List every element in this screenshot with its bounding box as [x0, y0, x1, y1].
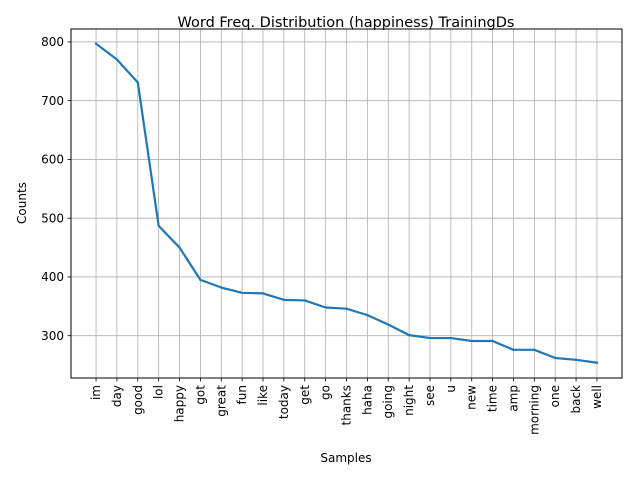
x-tick-label: one: [548, 385, 562, 407]
data-point: [554, 356, 557, 360]
x-tick-label: great: [214, 385, 228, 417]
x-tick-label: good: [131, 385, 145, 415]
x-tick-label: amp: [506, 385, 520, 412]
data-point: [220, 286, 223, 289]
data-point: [157, 224, 160, 227]
data-point: [303, 299, 306, 302]
data-point: [595, 361, 599, 364]
y-tick-label: 400: [41, 270, 64, 284]
x-tick-label: day: [110, 385, 124, 407]
x-tick-label: lol: [152, 385, 166, 399]
y-tick-label: 300: [41, 329, 64, 343]
data-point: [449, 336, 452, 340]
x-tick-label: like: [256, 385, 270, 406]
data-point: [94, 42, 98, 45]
data-point: [470, 339, 473, 343]
data-point: [136, 81, 139, 84]
axis-ticks: im day good lol happy got great fun like today get…: [41, 35, 604, 435]
data-point: [199, 278, 202, 281]
x-tick-label: got: [193, 385, 207, 405]
data-point: [533, 348, 536, 351]
data-point: [261, 292, 265, 295]
data-point: [324, 306, 327, 309]
data-point: [366, 314, 369, 317]
x-tick-label: happy: [173, 385, 187, 422]
data-point: [408, 334, 411, 337]
x-tick-label: well: [590, 385, 604, 409]
x-tick-label: haha: [360, 385, 374, 415]
x-tick-label: today: [277, 385, 291, 419]
data-point: [574, 358, 578, 361]
x-axis-label: Samples: [320, 451, 371, 465]
y-tick-label: 800: [41, 35, 64, 49]
data-point: [345, 307, 348, 310]
x-tick-label: night: [402, 385, 416, 416]
data-point: [387, 323, 390, 326]
data-point: [178, 246, 181, 249]
x-tick-label: going: [381, 385, 395, 419]
data-point: [512, 348, 515, 351]
y-tick-label: 500: [41, 211, 64, 225]
data-point: [241, 291, 244, 294]
x-tick-label: back: [569, 385, 583, 414]
chart-title: Word Freq. Distribution (happiness) Trai…: [178, 15, 515, 31]
series-layer: [94, 42, 599, 364]
y-tick-label: 600: [41, 153, 64, 167]
y-tick-label: 700: [41, 94, 64, 108]
data-point: [115, 58, 119, 61]
x-tick-label: see: [423, 385, 437, 406]
x-tick-label: get: [298, 385, 312, 405]
x-tick-label: im: [89, 385, 103, 400]
data-point: [491, 339, 494, 343]
x-tick-label: u: [444, 385, 458, 393]
x-tick-label: fun: [235, 385, 249, 404]
y-axis-label: Counts: [15, 182, 29, 224]
data-point: [282, 298, 285, 301]
x-tick-label: thanks: [340, 385, 354, 425]
x-tick-label: go: [319, 385, 333, 400]
data-point: [428, 336, 432, 340]
x-tick-label: morning: [527, 385, 541, 435]
x-tick-label: time: [486, 385, 500, 412]
x-tick-label: new: [465, 385, 479, 410]
